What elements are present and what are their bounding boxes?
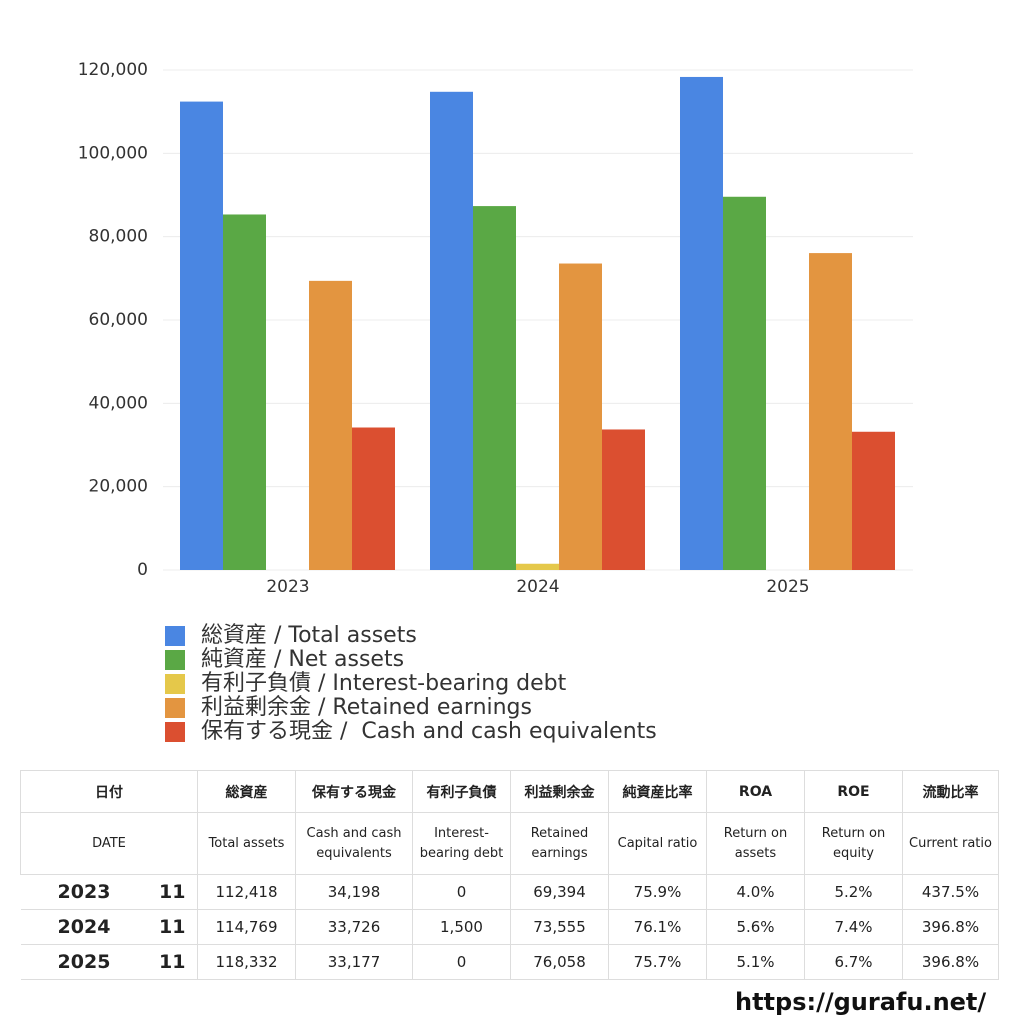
table-cell: Retained earnings	[510, 812, 609, 875]
x-tick-label: 2023	[266, 577, 309, 597]
table-cell: 5.2%	[804, 874, 903, 910]
y-tick-label: 80,000	[89, 227, 148, 247]
table-cell: Return on equity	[804, 812, 903, 875]
legend-label: 利益剰余金 / Retained earnings	[201, 695, 532, 720]
table-cell: 69,394	[510, 874, 609, 910]
bar	[430, 91, 473, 570]
table-cell: 6.7%	[804, 944, 903, 980]
table-cell: 純資産比率	[608, 770, 707, 813]
bar	[809, 253, 852, 570]
bar	[559, 263, 602, 570]
table-cell: Return on assets	[706, 812, 805, 875]
table-cell: Total assets	[197, 812, 296, 875]
bar	[309, 280, 352, 570]
table-cell: DATE	[20, 812, 198, 875]
data-row: 2024 11 114,769 33,726 1,500 73,555 76.1% 5.6% 7…	[20, 909, 999, 945]
table-cell: 11	[147, 874, 198, 910]
table-cell: 総資産	[197, 770, 296, 813]
table-cell: ROE	[804, 770, 903, 813]
legend-label: 保有する現金 / Cash and cash equivalents	[201, 719, 657, 744]
table-cell: 2023	[20, 874, 148, 910]
table-cell: 保有する現金	[295, 770, 413, 813]
table-cell: 73,555	[510, 909, 609, 945]
table-cell: 利益剰余金	[510, 770, 609, 813]
y-tick-label: 60,000	[89, 310, 148, 330]
table-cell: 396.8%	[902, 909, 999, 945]
legend-swatch	[165, 626, 185, 646]
bar	[223, 214, 266, 570]
table-cell: 33,177	[295, 944, 413, 980]
legend-label: 有利子負債 / Interest-bearing debt	[201, 671, 567, 696]
legend-swatch	[165, 650, 185, 670]
bar	[352, 427, 395, 570]
bar	[473, 206, 516, 570]
table-cell: 118,332	[197, 944, 296, 980]
table-cell: 11	[147, 944, 198, 980]
table-cell: Capital ratio	[608, 812, 707, 875]
data-table: 日付 総資産 保有する現金 有利子負債 利益剰余金 純資産比率 ROA ROE 流動比率 DATE…	[20, 770, 999, 980]
bar	[852, 431, 895, 570]
table-cell: 34,198	[295, 874, 413, 910]
bar	[680, 76, 723, 570]
table-cell: 396.8%	[902, 944, 999, 980]
data-row: 2023 11 112,418 34,198 0 69,394 75.9% 4.0% 5.2% 4…	[20, 874, 999, 910]
table-cell: 2025	[20, 944, 148, 980]
table-cell: 7.4%	[804, 909, 903, 945]
header-row: DATE Total assets Cash and cash equivalent…	[20, 812, 999, 875]
table-cell: 5.6%	[706, 909, 805, 945]
table-cell: 0	[412, 874, 511, 910]
table-cell: 112,418	[197, 874, 296, 910]
x-tick-label: 2025	[766, 577, 809, 597]
table-cell: 有利子負債	[412, 770, 511, 813]
table-cell: 流動比率	[902, 770, 999, 813]
table-cell: 75.9%	[608, 874, 707, 910]
table-cell: Current ratio	[902, 812, 999, 875]
y-tick-label: 40,000	[89, 393, 148, 413]
y-tick-label: 120,000	[78, 60, 148, 80]
table-cell: 2024	[20, 909, 148, 945]
table-cell: 11	[147, 909, 198, 945]
table-cell: Interest-bearing debt	[412, 812, 511, 875]
table-cell: 33,726	[295, 909, 413, 945]
footer-url: https://gurafu.net/	[735, 988, 987, 1016]
table-cell: 5.1%	[706, 944, 805, 980]
table-cell: 437.5%	[902, 874, 999, 910]
table-cell: 76.1%	[608, 909, 707, 945]
table-cell: 76,058	[510, 944, 609, 980]
bar	[516, 563, 559, 570]
legend-swatch	[165, 674, 185, 694]
chart: 0 20,000 40,000 60,000 80,000 100,000 120,000 2…	[78, 60, 913, 744]
y-tick-label: 100,000	[78, 143, 148, 163]
legend-label: 総資産 / Total assets	[201, 623, 417, 648]
legend-label: 純資産 / Net assets	[201, 647, 404, 672]
table-cell: 0	[412, 944, 511, 980]
table-cell: 1,500	[412, 909, 511, 945]
table-cell: Cash and cash equivalents	[295, 812, 413, 875]
table-cell: 114,769	[197, 909, 296, 945]
y-tick-label: 20,000	[89, 477, 148, 497]
data-row: 2025 11 118,332 33,177 0 76,058 75.7% 5.1% 6.7% 3…	[20, 944, 999, 980]
y-tick-label: 0	[137, 560, 148, 580]
legend-swatch	[165, 722, 185, 742]
header-row: 日付 総資産 保有する現金 有利子負債 利益剰余金 純資産比率 ROA ROE 流動比率	[20, 770, 999, 813]
bar	[180, 101, 223, 570]
table-cell: 75.7%	[608, 944, 707, 980]
table-cell: 日付	[20, 770, 198, 813]
x-tick-label: 2024	[516, 577, 559, 597]
legend-swatch	[165, 698, 185, 718]
table-cell: ROA	[706, 770, 805, 813]
table-cell: 4.0%	[706, 874, 805, 910]
bar	[602, 429, 645, 570]
bar	[723, 196, 766, 570]
